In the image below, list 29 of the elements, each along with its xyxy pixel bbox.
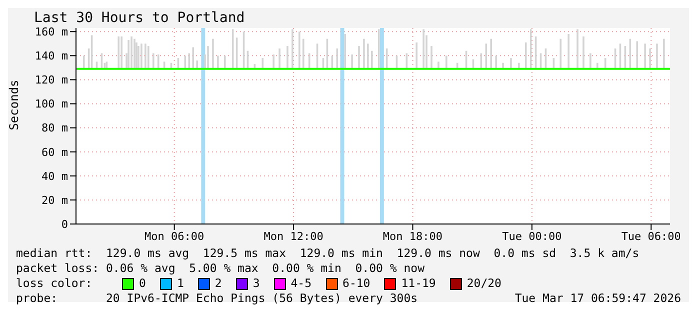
legend-label: 0	[139, 276, 146, 291]
x-tick-label: Tue 00:00	[502, 230, 562, 243]
y-tick-label: 120 m	[34, 74, 68, 87]
legend-label: 1	[176, 276, 184, 291]
y-tick-label: 20 m	[42, 194, 68, 207]
y-tick-label: 40 m	[42, 170, 68, 183]
text: probe: 20 IPv6-ICMP Echo Pings (56 Bytes) every 300s	[16, 291, 418, 306]
chart-title: Last 30 Hours to Portland	[34, 10, 245, 26]
x-tick-label: Mon 06:00	[144, 230, 204, 243]
legend-title: loss color:	[16, 276, 94, 291]
y-tick-label: 80 m	[42, 122, 68, 135]
text: Tue Mar 17 06:59:47 2026	[514, 291, 681, 306]
legend-label: 3	[252, 276, 260, 291]
y-tick-label: 60 m	[42, 146, 68, 159]
legend-label: 2	[214, 276, 222, 291]
legend-label: 20/20	[466, 276, 502, 291]
legend-label: 4-5	[290, 276, 312, 291]
y-tick-label: 100 m	[34, 98, 68, 111]
y-tick-label: 140 m	[34, 50, 68, 63]
x-tick-label: Mon 12:00	[264, 230, 324, 243]
text: median rtt: 129.0 ms avg 129.5 ms max 129.0 ms min 129.0 ms now 0.0 ms sd 3.5 k am/s	[16, 246, 640, 261]
legend-label: 11-19	[401, 276, 436, 291]
x-tick-label: Tue 06:00	[621, 230, 681, 243]
legend-label: 6-10	[342, 276, 370, 291]
text: packet loss: 0.06 % avg 5.00 % max 0.00 % min 0.00 % now	[16, 261, 426, 276]
y-tick-label: 0	[61, 218, 68, 231]
y-tick-label: 160 m	[34, 26, 68, 39]
y-axis-title: Seconds	[7, 78, 21, 132]
x-tick-label: Mon 18:00	[382, 230, 443, 243]
